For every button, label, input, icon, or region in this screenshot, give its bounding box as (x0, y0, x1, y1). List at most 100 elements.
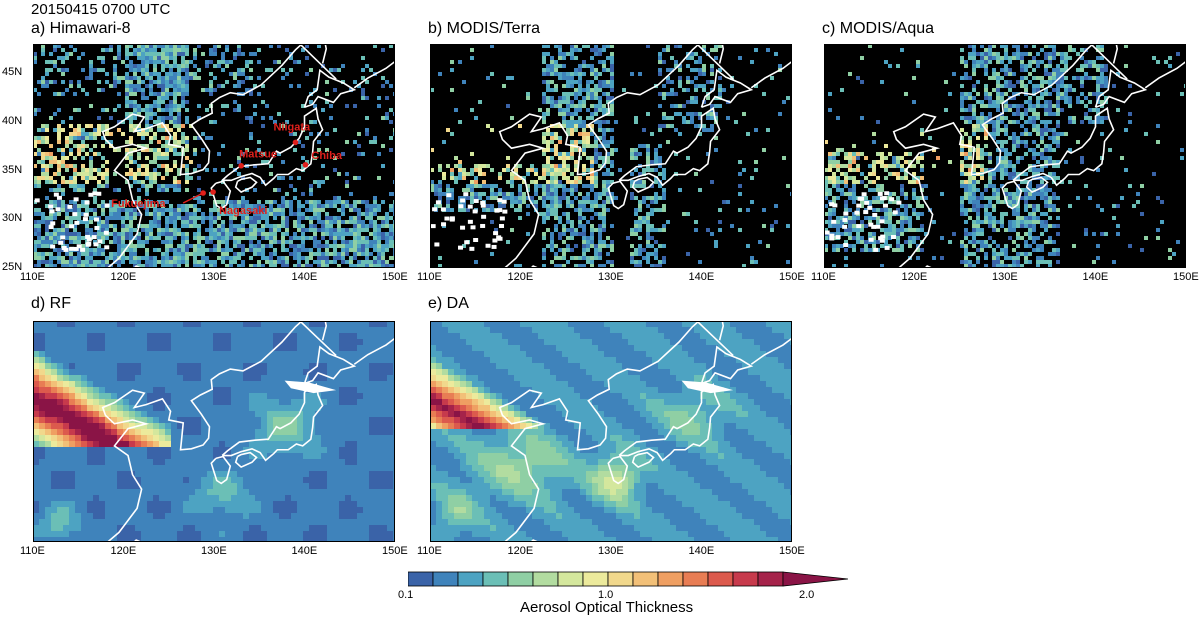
city-label: Niigata (273, 121, 311, 133)
coastline (221, 106, 324, 187)
coastline (498, 44, 701, 268)
coastline (498, 321, 701, 542)
x-tick-label: 120E (110, 545, 137, 557)
x-tick-label: 120E (507, 271, 534, 283)
coastline (303, 68, 357, 109)
x-tick-label: 110E (417, 271, 442, 283)
x-tick-label: 130E (598, 271, 624, 283)
map-modis-aqua (824, 44, 1186, 268)
x-tick-label: 150E (382, 271, 408, 283)
colorbar-swatch (432, 571, 459, 587)
coastline (618, 383, 721, 462)
coastline (1094, 68, 1148, 109)
x-tick-label: 110E (20, 271, 45, 283)
coastline (353, 337, 395, 365)
x-tick-label: 140E (291, 545, 318, 557)
city-label: Nagasaki (219, 205, 267, 217)
coastline (1090, 44, 1128, 80)
coastline (696, 44, 734, 80)
coastline (631, 176, 655, 193)
y-tick-label: 45N (2, 66, 23, 79)
map-himawari: Niigata Chiba Matsue Fukuejima Nagasaki (33, 44, 395, 268)
city-marker (210, 189, 216, 195)
coastline (1001, 180, 1023, 210)
colorbar-swatch (582, 571, 609, 587)
x-tick-label: 140E (688, 545, 715, 557)
colorbar-swatch (682, 571, 709, 587)
map-da (430, 321, 792, 542)
city-label: Chiba (311, 150, 342, 162)
x-tick-label: 150E (382, 545, 408, 557)
colorbar-swatch (657, 571, 684, 587)
colorbar-swatch (482, 571, 509, 587)
coastline (700, 68, 754, 109)
coastline (101, 321, 304, 542)
panel-e-title: e) DA (428, 295, 469, 312)
coastline (1012, 106, 1115, 187)
map-rf (33, 321, 395, 542)
x-tick-label: 110E (811, 271, 836, 283)
coastline (221, 383, 324, 462)
colorbar-title: Aerosol Optical Thickness (520, 599, 694, 616)
coastline (299, 44, 337, 80)
colorbar-swatch (457, 571, 484, 587)
city-label: Matsue (239, 149, 277, 161)
panel-d-title: d) RF (31, 295, 71, 312)
missing-data-patch (284, 380, 337, 394)
coastline (607, 180, 629, 210)
colorbar-min-label: 0.1 (398, 589, 414, 601)
figure-title: 20150415 0700 UTC (31, 1, 171, 18)
colorbar-swatch (707, 571, 734, 587)
city-marker (292, 139, 299, 146)
colorbar-swatch (732, 571, 759, 587)
y-tick-label: 25N (2, 261, 23, 273)
city-marker (238, 162, 244, 169)
coastline (696, 321, 734, 357)
coastline (718, 44, 725, 64)
coastline (700, 345, 754, 385)
coastline (210, 455, 232, 485)
coastline (607, 455, 629, 485)
coastline (718, 321, 725, 341)
city-marker (302, 161, 309, 168)
coastline (892, 44, 1095, 268)
colorbar-mid-label: 1.0 (598, 589, 614, 601)
missing-data-patch (681, 380, 734, 394)
x-tick-label: 150E (779, 271, 805, 283)
colorbar-swatch (757, 571, 784, 587)
panel-c-title: c) MODIS/Aqua (822, 20, 935, 37)
x-tick-label: 140E (291, 271, 318, 283)
x-tick-label: 150E (779, 545, 805, 557)
coastline (750, 60, 792, 89)
coastline (1025, 176, 1049, 193)
colorbar-swatch (557, 571, 584, 587)
coastline (321, 321, 328, 341)
coastline (234, 451, 258, 468)
x-tick-label: 120E (507, 545, 534, 557)
colorbar (407, 570, 849, 600)
y-tick-label: 40N (2, 114, 23, 127)
colorbar-swatch (532, 571, 559, 587)
colorbar-swatch (607, 571, 634, 587)
coastline (618, 106, 721, 187)
x-tick-label: 110E (20, 545, 45, 557)
x-tick-label: 130E (201, 271, 227, 283)
coastline (1112, 44, 1119, 64)
coastline (1144, 60, 1186, 89)
colorbar-swatch (632, 571, 659, 587)
coastline (299, 321, 337, 357)
coastline (101, 44, 304, 268)
x-tick-label: 140E (1082, 271, 1109, 283)
x-tick-label: 150E (1173, 271, 1199, 283)
city-label: Fukuejima (111, 198, 166, 210)
x-tick-label: 130E (598, 545, 624, 557)
coastline (234, 176, 258, 193)
coastline (353, 60, 395, 89)
colorbar-max-label: 2.0 (799, 589, 815, 601)
map-modis-terra (430, 44, 792, 268)
coastline (321, 44, 328, 64)
panel-a-title: a) Himawari-8 (31, 20, 131, 37)
x-tick-label: 120E (901, 271, 928, 283)
x-tick-label: 140E (688, 271, 715, 283)
y-tick-label: 30N (2, 212, 23, 225)
